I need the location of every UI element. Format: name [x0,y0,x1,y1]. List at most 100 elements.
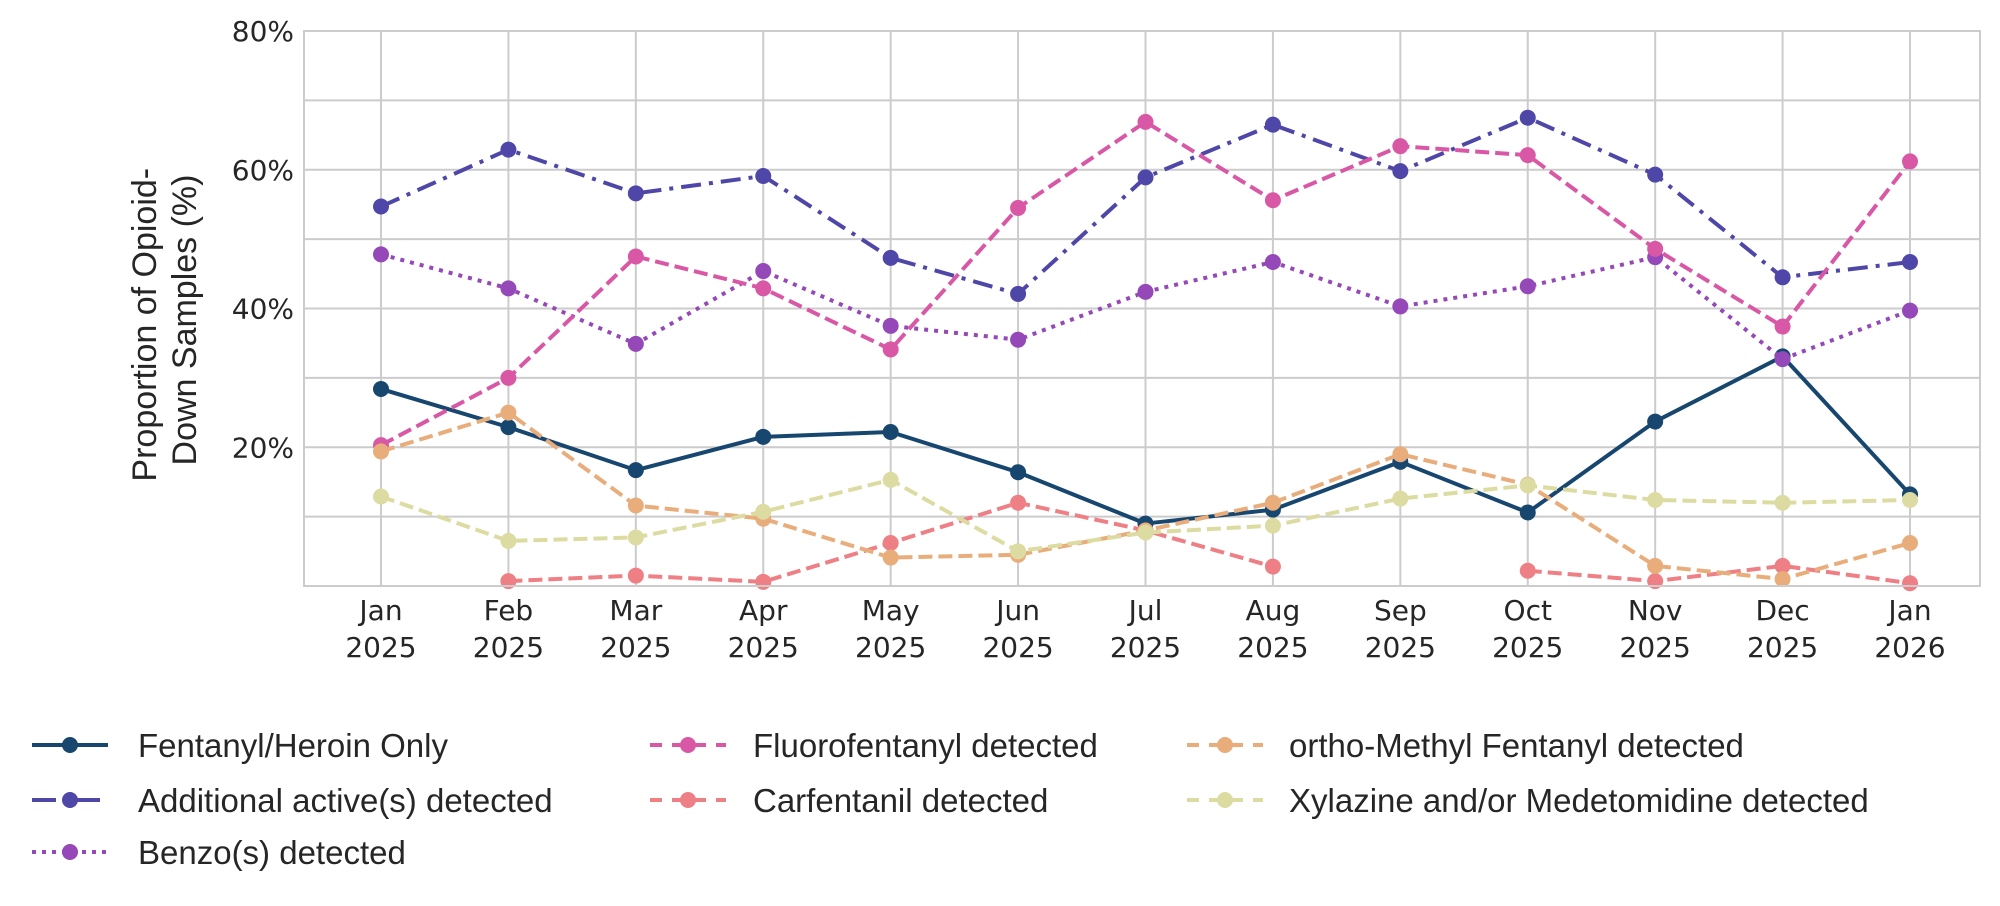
legend-label: Fentanyl/Heroin Only [138,727,448,764]
data-point [755,428,772,445]
data-point [1010,543,1027,560]
x-tick-month: Jan [357,594,402,627]
y-axis-label: Proportion of Opioid- Down Samples (%) [126,158,204,481]
x-tick-year: 2026 [1874,631,1945,664]
legend-marker-icon [62,792,78,808]
x-tick-month: Jun [994,594,1040,627]
data-point [1519,504,1536,521]
data-point [1010,199,1027,216]
data-point [882,471,899,488]
data-point [1010,494,1027,511]
data-point [1647,413,1664,430]
data-point [755,167,772,184]
legend-label: Fluorofentanyl detected [753,727,1098,764]
data-point [500,369,517,386]
series-xylazine-and-or-medetomidine-detected [373,471,1918,560]
data-point [373,488,389,505]
x-tick-year: 2025 [600,631,671,664]
data-point [1010,331,1027,348]
data-point [1519,278,1536,295]
x-tick-label: May 2025 [855,594,926,664]
legend-marker-icon [1217,737,1233,753]
data-point [1519,147,1536,164]
data-point [627,335,644,352]
y-tick-label: 80% [232,15,294,48]
data-point [882,341,899,358]
data-point [882,249,899,266]
x-tick-year: 2025 [345,631,416,664]
x-tick-label: Jul 2025 [1110,594,1181,664]
y-axis-ticks: 20% 40% 60% 80% [232,15,294,464]
data-point [1137,524,1154,541]
series-carfentanil-detected [500,494,1918,592]
data-point [1774,318,1791,335]
data-point [1774,571,1791,588]
y-axis-label-line-2: Down Samples (%) [166,175,204,466]
y-tick-label: 40% [232,293,294,326]
data-point [1264,254,1281,271]
legend-item: Fentanyl/Heroin Only [32,727,448,764]
data-point [500,532,517,549]
data-point [1647,240,1664,257]
data-point [1902,575,1918,592]
x-tick-label: Jun 2025 [982,594,1053,664]
data-point [627,462,644,479]
x-tick-year: 2025 [1620,631,1691,664]
data-point [627,185,644,202]
data-point [500,419,517,436]
x-tick-month: Aug [1246,594,1301,627]
data-point [882,423,899,440]
series-line [1527,563,1911,586]
x-tick-year: 2025 [1237,631,1308,664]
x-tick-label: Oct 2025 [1492,594,1563,664]
data-point [1010,464,1027,481]
data-point [1774,494,1791,511]
legend-marker-icon [1217,792,1233,808]
data-point [1137,283,1154,300]
plot-frame [303,30,1981,587]
data-point [1519,477,1536,494]
data-point [373,246,389,263]
x-tick-month: Jan [1886,594,1931,627]
data-point [373,443,389,460]
x-tick-year: 2025 [728,631,799,664]
data-point [1774,351,1791,368]
x-tick-label: Nov 2025 [1620,594,1691,664]
data-point [627,567,644,584]
data-point [1264,494,1281,511]
data-point [755,263,772,280]
data-point [1264,116,1281,133]
data-point [1647,166,1664,183]
x-tick-month: Jul [1127,594,1163,627]
x-tick-label: Jan 2026 [1874,594,1945,664]
y-axis-label-line-1: Proportion of Opioid- [126,168,164,482]
data-point [1264,558,1281,575]
legend-item: Carfentanil detected [650,782,1048,819]
x-tick-month: Apr [739,594,788,627]
data-point [1774,557,1791,574]
data-point [1519,109,1536,126]
data-point [882,534,899,551]
x-tick-month: Feb [484,594,534,627]
data-point [1647,557,1664,574]
data-point [627,248,644,265]
data-point [755,573,772,590]
legend-item: Xylazine and/or Medetomidine detected [1187,782,1869,819]
legend-item: Additional active(s) detected [32,782,553,819]
legend-label: Benzo(s) detected [138,834,406,871]
data-point [1902,491,1918,508]
x-tick-year: 2025 [855,631,926,664]
data-point [1392,138,1409,155]
legend-label: Additional active(s) detected [138,782,553,819]
x-tick-label: Jan 2025 [345,594,416,664]
data-point [500,404,517,421]
x-tick-label: Sep 2025 [1365,594,1436,664]
y-tick-label: 20% [232,431,294,464]
data-point [882,317,899,334]
x-tick-month: Dec [1755,594,1809,627]
data-point [1392,298,1409,315]
x-tick-month: Oct [1504,594,1552,627]
data-point [1137,113,1154,130]
data-point [1137,169,1154,186]
x-axis-ticks: Jan 2025 Feb 2025 Mar 2025 Apr 2025 May 2025 Jun 20… [345,594,1945,664]
